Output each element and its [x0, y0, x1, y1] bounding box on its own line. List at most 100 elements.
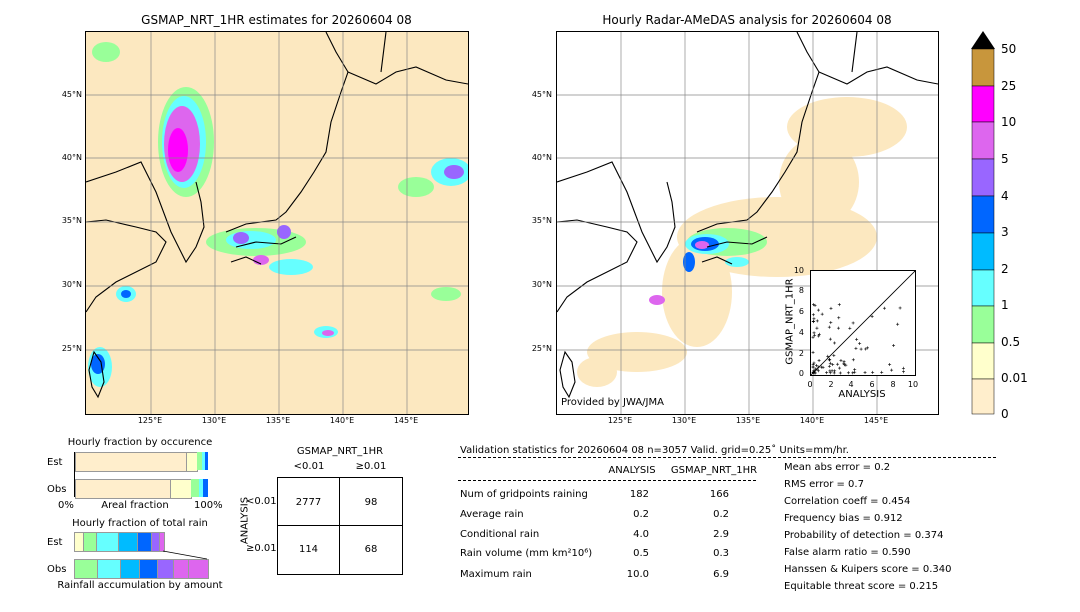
total-rain-chart: [74, 532, 209, 579]
validation-row-analysis: 182: [629, 489, 649, 500]
left-lat-45: 45°N: [61, 90, 82, 99]
stat-rms-error: RMS error = 0.7: [784, 479, 864, 490]
validation-header: Validation statistics for 20260604 08 n=…: [460, 445, 849, 456]
validation-row-gsmap: 0.2: [713, 509, 729, 520]
stat-ets: Equitable threat score = 0.215: [784, 581, 939, 592]
right-lat-45: 45°N: [531, 90, 552, 99]
contingency-row-lt: <0.01: [246, 496, 277, 507]
left-lat-40: 40°N: [61, 153, 82, 162]
scatter-xtick-6: 6: [869, 380, 875, 389]
occurrence-est-bar-4: [205, 452, 208, 470]
occurrence-axis-mid: Areal fraction: [101, 500, 169, 511]
left-lat-35: 35°N: [61, 216, 82, 225]
validation-row-analysis: 4.0: [633, 529, 649, 540]
contingency-cell-a: 2777: [295, 497, 322, 508]
occurrence-axis-left: 0%: [58, 500, 74, 511]
validation-row-label: Num of gridpoints raining: [460, 489, 588, 500]
colorbar-label-0.01: 0.01: [1001, 371, 1028, 385]
left-lon-125: 125°E: [137, 416, 163, 425]
stat-correlation: Correlation coeff = 0.454: [784, 496, 911, 507]
right-lon-140: 140°E: [799, 416, 825, 425]
scatter-points: [811, 303, 906, 375]
total-rain-est-label: Est: [47, 537, 63, 548]
scatter-ytick-0: 0: [798, 369, 804, 378]
scatter-ytick-8: 8: [798, 286, 804, 295]
validation-row-gsmap: 2.9: [713, 529, 729, 540]
right-lat-25: 25°N: [531, 344, 552, 353]
left-lat-30: 30°N: [61, 280, 82, 289]
scatter-xtick-10: 10: [907, 380, 919, 389]
scatter-ytick-6: 6: [798, 307, 804, 316]
left-lon-140: 140°E: [329, 416, 355, 425]
occurrence-est-bar-2: [197, 452, 202, 470]
right-lon-145: 145°E: [863, 416, 889, 425]
contingency-title: GSMAP_NRT_1HR: [296, 446, 384, 457]
occurrence-est-label: Est: [47, 457, 63, 468]
colorbar: [971, 31, 995, 415]
total-rain-est-bar-6: [159, 532, 165, 552]
occurrence-est-bar-3: [202, 452, 205, 470]
validation-header-rule: [458, 457, 996, 458]
stat-frequency-bias: Frequency bias = 0.912: [784, 513, 903, 524]
left-map-grid: [86, 32, 468, 414]
total-rain-footer: Rainfall accumulation by amount: [57, 580, 223, 591]
colorbar-label-50: 50: [1001, 42, 1017, 56]
occurrence-obs-bar-3: [199, 479, 203, 497]
right-lon-135: 135°E: [735, 416, 761, 425]
contingency-cell-d: 68: [364, 544, 378, 555]
validation-table-rule: [458, 480, 756, 481]
occurrence-obs-bar-4: [203, 479, 208, 497]
stat-pod: Probability of detection = 0.374: [784, 530, 944, 541]
contingency-col-lt: <0.01: [293, 461, 325, 472]
colorbar-label-10: 10: [1001, 115, 1017, 129]
scatter-xlabel: ANALYSIS: [838, 389, 886, 400]
validation-row-analysis: 10.0: [626, 569, 649, 580]
left-map-canvas: [86, 32, 468, 414]
left-map-title: GSMAP_NRT_1HR estimates for 20260604 08: [141, 13, 412, 27]
stat-far: False alarm ratio = 0.590: [784, 547, 911, 558]
total-rain-obs-bar-6: [188, 559, 209, 579]
total-rain-obs-label: Obs: [47, 564, 67, 575]
contingency-cell-b: 98: [364, 497, 378, 508]
occurrence-obs-bar-2: [191, 479, 199, 497]
validation-row-label: Conditional rain: [460, 529, 540, 540]
validation-col-gsmap: GSMAP_NRT_1HR: [670, 465, 758, 476]
right-lat-35: 35°N: [531, 216, 552, 225]
occurrence-chart: [74, 452, 209, 499]
scatter-xtick-4: 4: [848, 380, 854, 389]
validation-row-analysis: 0.2: [633, 509, 649, 520]
scatter-ytick-2: 2: [798, 349, 804, 358]
validation-row-label: Rain volume (mm km²10⁶): [460, 548, 593, 559]
validation-row-label: Maximum rain: [460, 569, 532, 580]
left-map: [85, 31, 469, 415]
colorbar-canvas: [971, 31, 995, 415]
colorbar-label-4: 4: [1001, 189, 1009, 203]
contingency-vdivider: [339, 478, 340, 574]
scatter-ytick-10: 10: [793, 266, 804, 275]
right-map-title: Hourly Radar-AMeDAS analysis for 2026060…: [602, 13, 892, 27]
scatter-ytick-4: 4: [798, 328, 804, 337]
left-lon-130: 130°E: [201, 416, 227, 425]
total-rain-connector: [162, 550, 208, 560]
validation-row-analysis: 0.5: [633, 548, 649, 559]
colorbar-label-1: 1: [1001, 298, 1009, 312]
occurrence-title: Hourly fraction by occurence: [67, 437, 213, 448]
left-coastlines: [86, 32, 468, 399]
colorbar-label-2: 2: [1001, 262, 1009, 276]
left-lon-135: 135°E: [265, 416, 291, 425]
right-lon-130: 130°E: [671, 416, 697, 425]
validation-row-gsmap: 166: [709, 489, 729, 500]
occurrence-axis-right: 100%: [194, 500, 223, 511]
occurrence-est-bar-0: [75, 452, 187, 472]
colorbar-label-0: 0: [1001, 407, 1009, 421]
contingency-row-ge: ≥0.01: [246, 543, 277, 554]
contingency-grid: 2777 98 114 68: [277, 477, 403, 575]
colorbar-label-3: 3: [1001, 225, 1009, 239]
right-lon-125: 125°E: [607, 416, 633, 425]
right-lat-40: 40°N: [531, 153, 552, 162]
contingency-col-ge: ≥0.01: [355, 461, 387, 472]
contingency-cell-c: 114: [298, 544, 319, 555]
stat-hk-score: Hanssen & Kuipers score = 0.340: [784, 564, 952, 575]
left-lon-145: 145°E: [393, 416, 419, 425]
occurrence-obs-bar-0: [75, 479, 171, 499]
